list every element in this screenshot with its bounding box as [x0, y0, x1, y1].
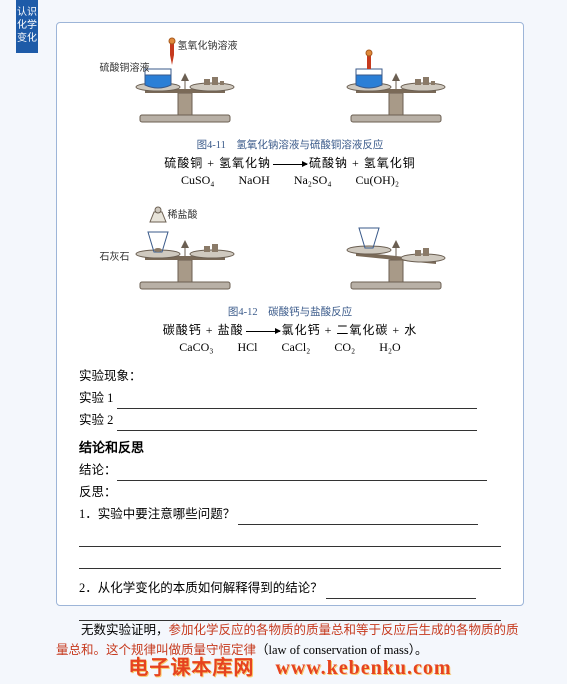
q2: 2．从化学变化的本质如何解释得到的结论？: [79, 581, 323, 595]
side-tab: 认识化学变化: [16, 0, 38, 53]
f1d: Cu(OH)₂: [356, 173, 400, 188]
arrow-icon: [246, 331, 280, 332]
balance-scale-icon: [311, 202, 481, 298]
eq2-l2: 盐酸: [218, 323, 244, 337]
blank-line: [79, 529, 501, 547]
eq1-l1: 硫酸铜: [164, 156, 203, 170]
diagram-row-2: 稀盐酸 石灰石: [79, 202, 501, 300]
f1b: NaOH: [238, 173, 269, 188]
f2a: CaCO₃: [179, 340, 213, 355]
observation-block: 实验现象： 实验 1 实验 2 结论和反思 结论： 反思： 1．实验中要注意哪些…: [79, 365, 501, 621]
f2e: H₂O: [379, 340, 401, 355]
label-naoh: 氢氧化钠溶液: [178, 37, 238, 52]
f1a: CuSO₄: [181, 173, 215, 188]
eq1-r1: 硫酸钠: [309, 156, 348, 170]
watermark: 电子课本库网 www.kebenku.com: [56, 651, 524, 680]
label-caco3: 石灰石: [100, 248, 130, 263]
word-equation-1: 硫酸铜 + 氢氧化钠硫酸钠 + 氢氧化铜: [79, 154, 501, 171]
balance-before-2: 稀盐酸 石灰石: [100, 202, 270, 300]
label-hcl: 稀盐酸: [168, 206, 198, 221]
caption-2: 图4-12 碳酸钙与盐酸反应: [79, 304, 501, 319]
conclusion-label: 结论：: [79, 463, 117, 477]
blank-line: [117, 467, 487, 481]
eq2-r2: 二氧化碳: [336, 323, 388, 337]
balance-scale-icon: [311, 35, 481, 131]
eq2-r3: 水: [404, 323, 417, 337]
blank-line: [117, 417, 477, 431]
content-box: 氢氧化钠溶液 硫酸铜溶液: [56, 22, 524, 606]
f2c: CaCl₂: [281, 340, 310, 355]
f2b: HCl: [237, 340, 257, 355]
observe-label: 实验现象：: [79, 365, 501, 387]
word-equation-2: 碳酸钙 + 盐酸氯化钙 + 二氧化碳 + 水: [79, 321, 501, 338]
balance-after-2: [311, 202, 481, 300]
eq2-l1: 碳酸钙: [163, 323, 202, 337]
blank-line: [326, 585, 476, 599]
q1: 1．实验中要注意哪些问题？: [79, 507, 235, 521]
arrow-icon: [273, 164, 307, 165]
diagram-row-1: 氢氧化钠溶液 硫酸铜溶液: [79, 35, 501, 133]
eq2-r1: 氯化钙: [282, 323, 321, 337]
f1c: Na₂SO₄: [294, 173, 332, 188]
exp2-label: 实验 2: [79, 413, 113, 427]
blank-line: [238, 511, 478, 525]
formula-row-2: CaCO₃ HCl CaCl₂ CO₂ H₂O: [79, 340, 501, 355]
blank-line: [79, 603, 501, 621]
balance-after-1: [311, 35, 481, 133]
balance-before-1: 氢氧化钠溶液 硫酸铜溶液: [100, 35, 270, 133]
blank-line: [79, 551, 501, 569]
eq1-r2: 氢氧化铜: [364, 156, 416, 170]
exp1-label: 实验 1: [79, 391, 113, 405]
f2d: CO₂: [334, 340, 355, 355]
eq1-l2: 氢氧化钠: [219, 156, 271, 170]
label-cuso4: 硫酸铜溶液: [100, 59, 150, 74]
bottom-pre: 无数实验证明，: [81, 623, 169, 637]
conclusion-head: 结论和反思: [79, 437, 501, 459]
blank-line: [117, 395, 477, 409]
formula-row-1: CuSO₄ NaOH Na₂SO₄ Cu(OH)₂: [79, 173, 501, 188]
reflect-label: 反思：: [79, 485, 117, 499]
caption-1: 图4-11 氢氧化钠溶液与硫酸铜溶液反应: [79, 137, 501, 152]
